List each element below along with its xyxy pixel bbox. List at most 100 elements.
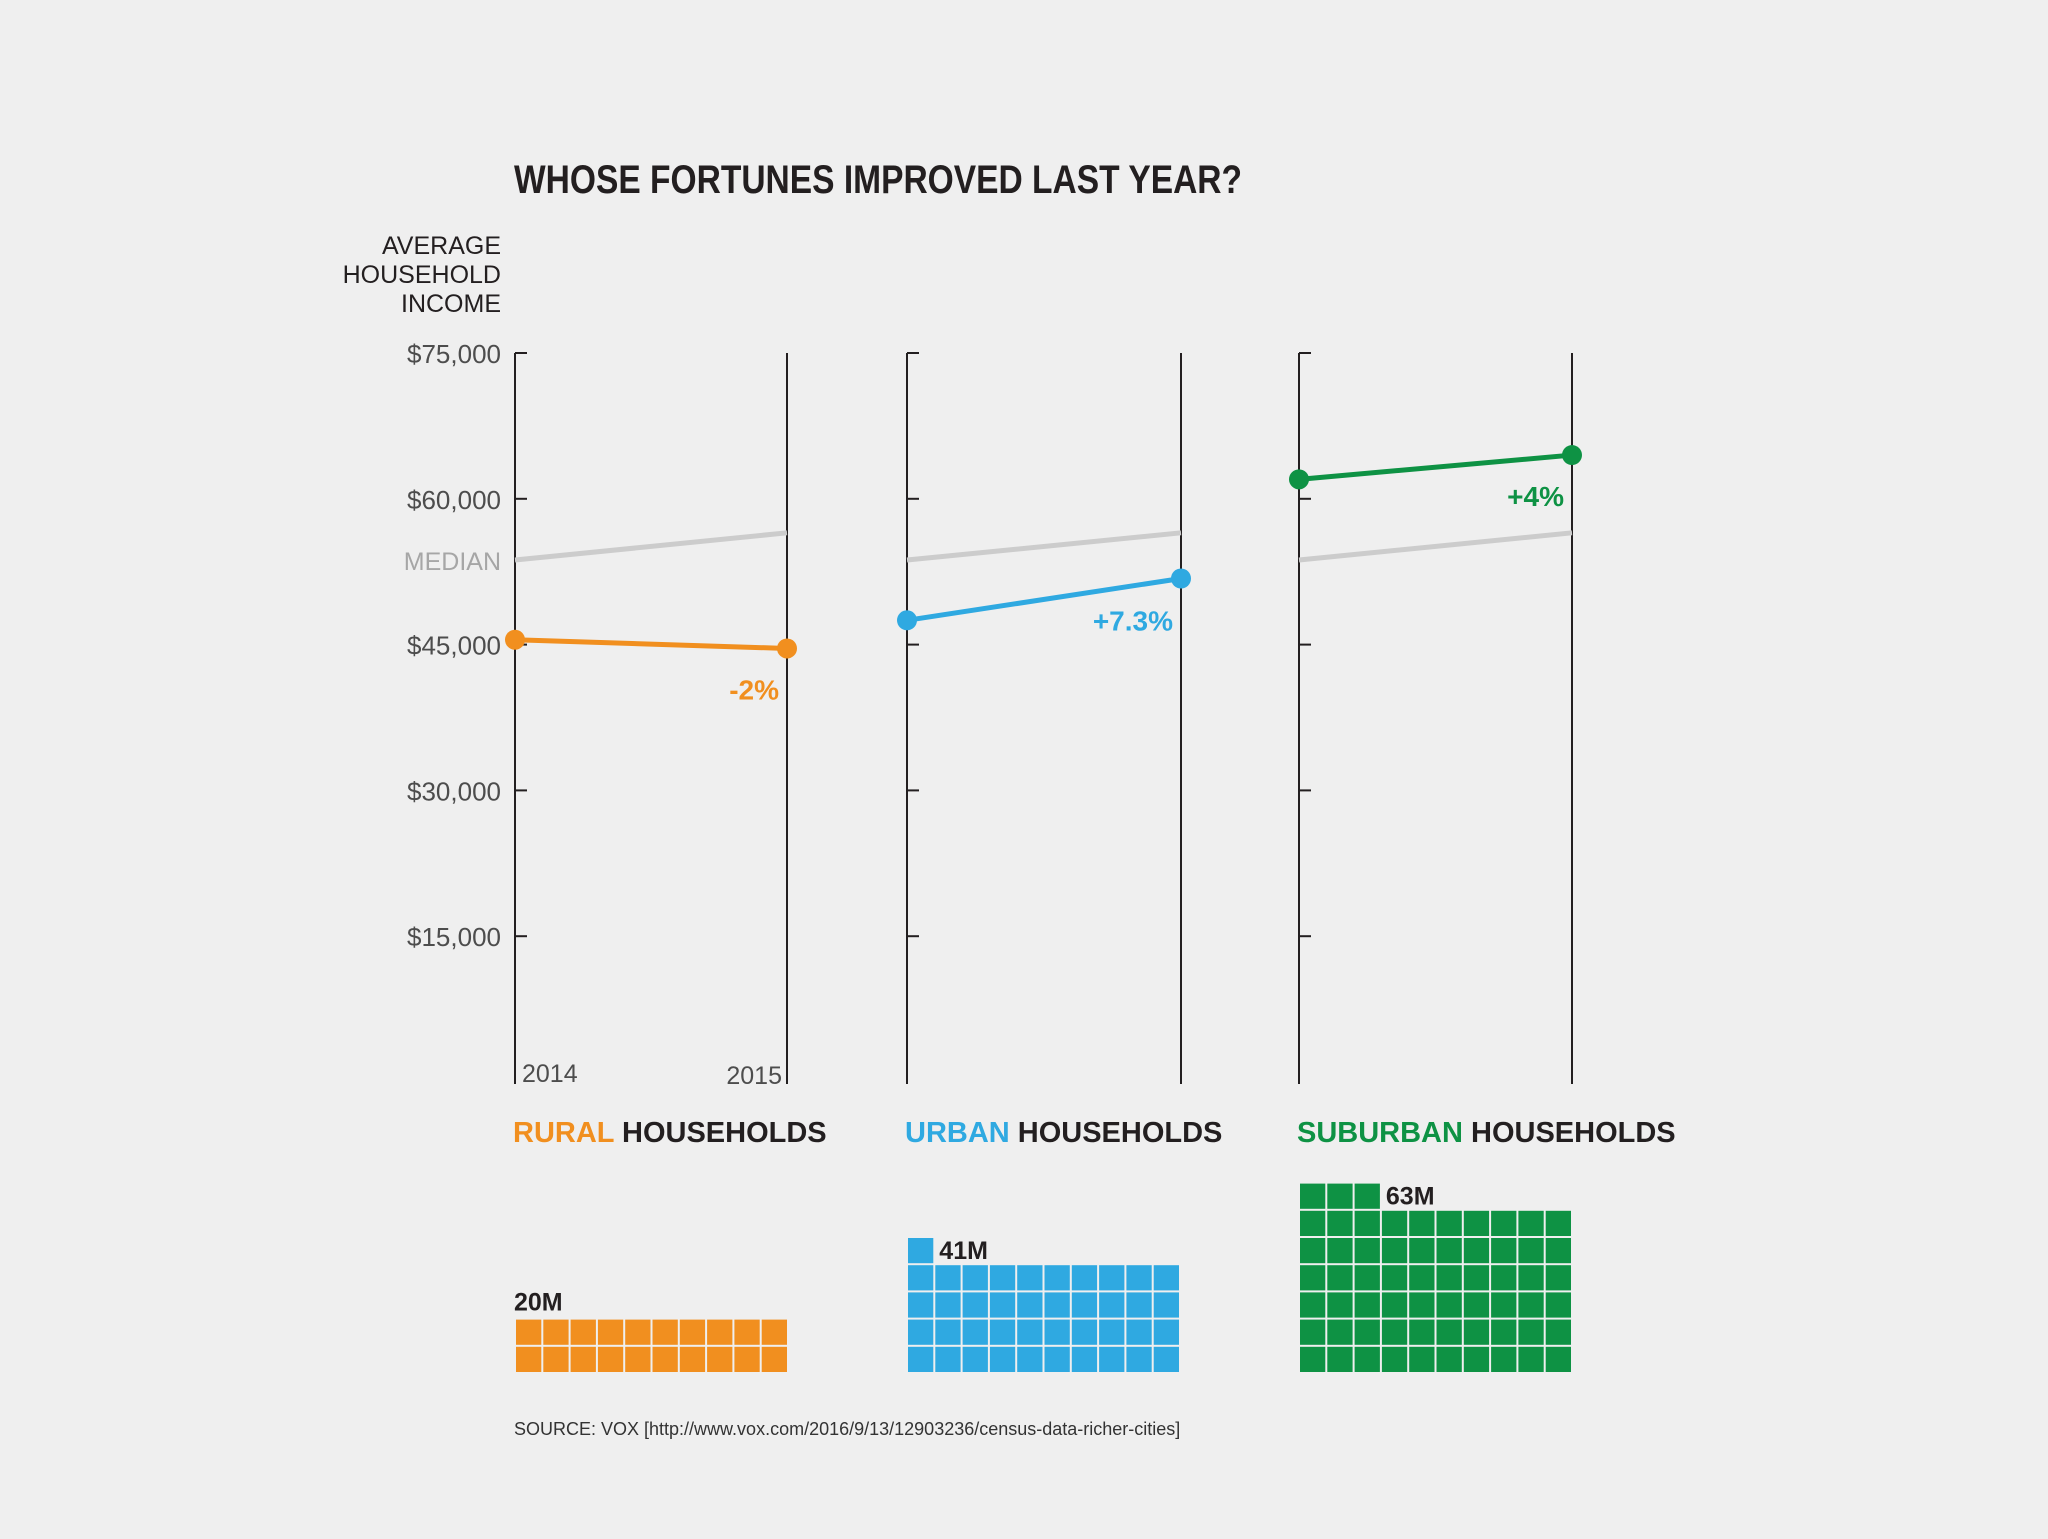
suburban-household-square	[1327, 1319, 1353, 1345]
y-tick-label: $15,000	[407, 922, 501, 952]
urban-household-square	[1099, 1319, 1125, 1345]
suburban-household-square	[1463, 1238, 1490, 1264]
rural-household-square	[570, 1319, 596, 1345]
urban-household-square	[1044, 1319, 1070, 1345]
suburban-household-square	[1381, 1210, 1408, 1236]
suburban-household-square	[1354, 1183, 1380, 1209]
chart-title: WHOSE FORTUNES IMPROVED LAST YEAR?	[514, 158, 1242, 202]
urban-household-square	[989, 1319, 1016, 1345]
urban-change-label: +7.3%	[1093, 606, 1173, 637]
urban-household-square	[962, 1265, 988, 1291]
suburban-household-square	[1354, 1265, 1380, 1291]
suburban-household-square	[1518, 1210, 1544, 1236]
rural-household-square	[734, 1319, 760, 1345]
urban-household-square	[1017, 1319, 1043, 1345]
suburban-household-square	[1300, 1265, 1326, 1291]
x-label-2015: 2015	[726, 1062, 782, 1090]
urban-household-square	[908, 1292, 934, 1318]
urban-point-2015	[1171, 568, 1191, 589]
suburban-household-square	[1327, 1265, 1353, 1291]
suburban-household-square	[1463, 1346, 1490, 1372]
suburban-household-square	[1409, 1319, 1435, 1345]
suburban-household-square	[1354, 1346, 1380, 1372]
urban-household-square	[1126, 1292, 1152, 1318]
suburban-household-square	[1300, 1210, 1326, 1236]
urban-household-square	[935, 1292, 961, 1318]
urban-household-square	[962, 1292, 988, 1318]
suburban-household-square	[1518, 1238, 1544, 1264]
suburban-category-suffix: HOUSEHOLDS	[1463, 1117, 1676, 1149]
rural-household-square	[597, 1346, 624, 1372]
suburban-household-square	[1300, 1346, 1326, 1372]
suburban-household-square	[1436, 1238, 1462, 1264]
suburban-change-label: +4%	[1507, 481, 1564, 512]
urban-household-square	[935, 1265, 961, 1291]
rural-household-square	[652, 1319, 678, 1345]
urban-income-line	[906, 576, 1182, 623]
urban-household-square	[1017, 1346, 1043, 1372]
suburban-point-2015	[1562, 445, 1582, 466]
urban-household-square	[1099, 1346, 1125, 1372]
suburban-household-square	[1436, 1319, 1462, 1345]
urban-household-square	[1071, 1265, 1098, 1291]
rural-household-square	[734, 1346, 760, 1372]
suburban-household-square	[1354, 1238, 1380, 1264]
rural-households-label: 20M	[514, 1289, 563, 1317]
rural-household-square	[652, 1346, 678, 1372]
urban-household-square	[1126, 1346, 1152, 1372]
suburban-household-square	[1491, 1319, 1517, 1345]
urban-household-square	[1126, 1319, 1152, 1345]
rural-household-square	[570, 1346, 596, 1372]
suburban-household-square	[1300, 1238, 1326, 1264]
rural-point-2014	[505, 629, 525, 650]
urban-household-square	[935, 1319, 961, 1345]
urban-household-square	[989, 1265, 1016, 1291]
suburban-household-square	[1409, 1238, 1435, 1264]
suburban-household-square	[1300, 1319, 1326, 1345]
y-tick-label: $30,000	[407, 776, 501, 806]
urban-household-square	[1099, 1265, 1125, 1291]
urban-household-square	[935, 1346, 961, 1372]
suburban-household-square	[1545, 1346, 1571, 1372]
rural-household-square	[516, 1346, 542, 1372]
suburban-household-square	[1518, 1292, 1544, 1318]
suburban-household-square	[1354, 1319, 1380, 1345]
suburban-household-square	[1518, 1265, 1544, 1291]
suburban-household-square	[1354, 1210, 1380, 1236]
suburban-household-square	[1463, 1292, 1490, 1318]
urban-household-square	[1017, 1292, 1043, 1318]
suburban-household-square	[1545, 1210, 1571, 1236]
urban-household-square	[908, 1346, 934, 1372]
urban-household-square	[1071, 1346, 1098, 1372]
urban-household-square	[1017, 1265, 1043, 1291]
suburban-household-square	[1545, 1238, 1571, 1264]
suburban-household-square	[1491, 1265, 1517, 1291]
rural-household-square	[625, 1346, 651, 1372]
suburban-household-square	[1354, 1292, 1380, 1318]
suburban-household-square	[1463, 1319, 1490, 1345]
rural-household-square	[543, 1346, 569, 1372]
rural-point-2015	[777, 638, 797, 659]
suburban-household-square	[1463, 1210, 1490, 1236]
urban-household-square	[1153, 1346, 1179, 1372]
urban-point-2014	[897, 610, 917, 631]
rural-household-square	[761, 1346, 787, 1372]
suburban-household-square	[1518, 1346, 1544, 1372]
rural-household-square	[625, 1319, 651, 1345]
median-label: MEDIAN	[404, 548, 501, 576]
urban-household-square	[1153, 1292, 1179, 1318]
suburban-household-square	[1518, 1319, 1544, 1345]
suburban-income-line	[1298, 452, 1573, 482]
rural-household-square	[516, 1319, 542, 1345]
suburban-household-square	[1409, 1265, 1435, 1291]
urban-category-label: URBAN HOUSEHOLDS	[905, 1117, 1222, 1149]
suburban-category-label: SUBURBAN HOUSEHOLDS	[1297, 1117, 1676, 1149]
rural-category-suffix: HOUSEHOLDS	[614, 1117, 827, 1149]
median-line	[514, 530, 788, 563]
urban-category-name: URBAN	[905, 1117, 1010, 1149]
suburban-household-square	[1491, 1346, 1517, 1372]
suburban-household-square	[1436, 1346, 1462, 1372]
urban-household-square	[962, 1346, 988, 1372]
suburban-household-square	[1409, 1346, 1435, 1372]
